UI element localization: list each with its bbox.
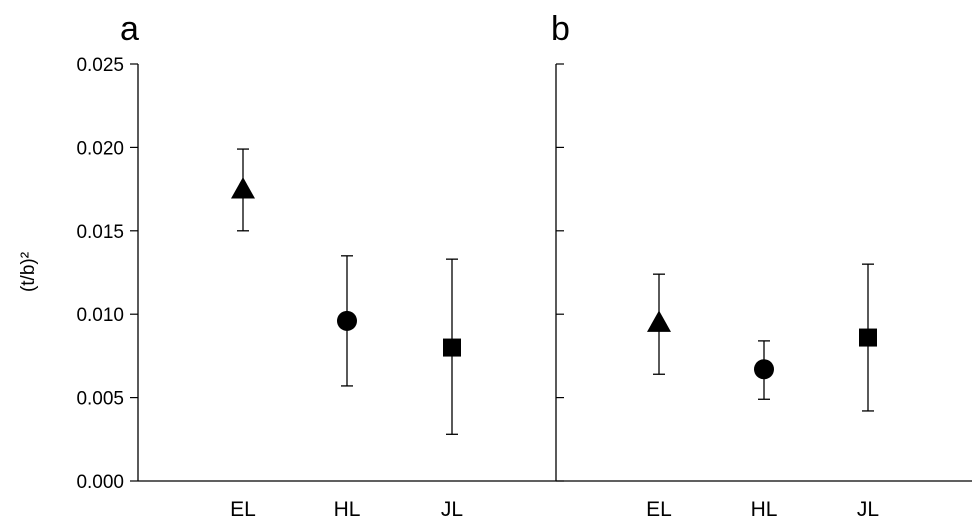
panel-label-b: b bbox=[551, 10, 570, 48]
x-tick-label-b-EL: EL bbox=[646, 498, 672, 521]
data-point-a-EL bbox=[231, 177, 255, 199]
x-tick-label-b-JL: JL bbox=[857, 498, 879, 521]
data-point-a-HL bbox=[337, 310, 357, 331]
x-tick-label-a-EL: EL bbox=[230, 498, 256, 521]
data-point-b-HL bbox=[754, 359, 774, 380]
y-axis-label: (t/b)² bbox=[18, 252, 39, 292]
y-tick-label: 0.015 bbox=[76, 222, 124, 243]
x-tick-label-b-HL: HL bbox=[751, 498, 778, 521]
x-tick-label-a-HL: HL bbox=[334, 498, 361, 521]
y-tick-label: 0.005 bbox=[76, 389, 124, 410]
data-point-a-JL bbox=[443, 338, 461, 357]
panel-a: a 0.000 0.005 0.010 0.015 0.020 0.025 EL HL JL bbox=[76, 10, 972, 521]
panel-b: b EL HL JL bbox=[551, 10, 879, 521]
y-tick-label: 0.010 bbox=[76, 305, 124, 326]
y-tick-label: 0.000 bbox=[76, 472, 124, 493]
data-point-b-EL bbox=[647, 310, 671, 332]
x-tick-label-a-JL: JL bbox=[441, 498, 463, 521]
y-tick-label: 0.020 bbox=[76, 138, 124, 159]
panel-label-a: a bbox=[120, 10, 139, 48]
data-point-b-JL bbox=[859, 328, 877, 347]
y-tick-label: 0.025 bbox=[76, 55, 124, 76]
